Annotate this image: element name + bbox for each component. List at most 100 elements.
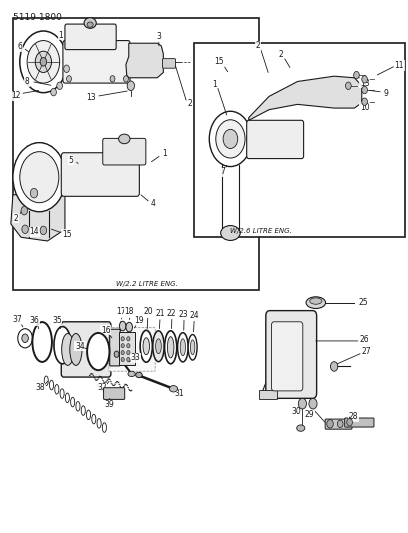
- Ellipse shape: [221, 225, 240, 240]
- FancyArrowPatch shape: [262, 375, 269, 393]
- Text: 5: 5: [68, 156, 73, 165]
- Circle shape: [67, 76, 71, 82]
- Ellipse shape: [87, 22, 93, 27]
- Bar: [194, 43, 405, 237]
- Text: 2: 2: [187, 99, 192, 108]
- Polygon shape: [249, 76, 362, 120]
- Text: 39: 39: [105, 400, 115, 409]
- Text: 37: 37: [13, 315, 23, 324]
- Text: 8: 8: [25, 77, 29, 86]
- Ellipse shape: [177, 333, 188, 362]
- Circle shape: [346, 82, 351, 90]
- FancyBboxPatch shape: [325, 419, 352, 429]
- Text: 20: 20: [143, 307, 153, 316]
- Circle shape: [121, 344, 124, 348]
- Text: 21: 21: [155, 309, 165, 318]
- Ellipse shape: [164, 331, 177, 364]
- Text: 27: 27: [361, 347, 370, 356]
- Text: 10: 10: [360, 103, 369, 112]
- Text: 6: 6: [18, 42, 23, 51]
- Ellipse shape: [169, 385, 177, 392]
- Text: W/2.2 LITRE ENG.: W/2.2 LITRE ENG.: [116, 281, 178, 287]
- FancyBboxPatch shape: [61, 153, 140, 196]
- Text: 15: 15: [62, 230, 71, 239]
- Ellipse shape: [306, 297, 326, 309]
- FancyBboxPatch shape: [104, 387, 125, 399]
- FancyBboxPatch shape: [247, 120, 304, 159]
- Circle shape: [309, 398, 317, 409]
- Text: 1: 1: [162, 149, 166, 158]
- Text: 5119 1800: 5119 1800: [13, 13, 62, 22]
- Text: 13: 13: [86, 93, 96, 102]
- Ellipse shape: [84, 18, 96, 28]
- FancyBboxPatch shape: [110, 329, 120, 366]
- Text: 25: 25: [359, 298, 368, 307]
- Circle shape: [362, 76, 368, 83]
- Text: W/2.6 LITRE ENG.: W/2.6 LITRE ENG.: [230, 228, 292, 233]
- Polygon shape: [259, 390, 277, 399]
- Circle shape: [354, 71, 359, 79]
- Circle shape: [330, 362, 338, 371]
- FancyBboxPatch shape: [63, 41, 130, 83]
- Ellipse shape: [143, 338, 149, 355]
- Circle shape: [22, 334, 28, 343]
- Text: 2: 2: [14, 214, 18, 223]
- Circle shape: [51, 88, 56, 96]
- Text: 17: 17: [116, 307, 125, 316]
- Text: 7: 7: [220, 167, 225, 176]
- Circle shape: [124, 76, 129, 82]
- Ellipse shape: [140, 330, 152, 362]
- Circle shape: [216, 120, 245, 158]
- Circle shape: [362, 98, 368, 106]
- Ellipse shape: [297, 425, 305, 431]
- Text: 19: 19: [134, 316, 144, 325]
- Ellipse shape: [310, 298, 322, 304]
- FancyBboxPatch shape: [266, 311, 317, 398]
- Circle shape: [121, 351, 124, 355]
- Circle shape: [22, 225, 28, 233]
- Text: 29: 29: [305, 410, 315, 419]
- Ellipse shape: [180, 339, 186, 356]
- Circle shape: [64, 65, 69, 72]
- Circle shape: [121, 337, 124, 341]
- Polygon shape: [11, 195, 65, 241]
- Circle shape: [327, 419, 333, 428]
- Text: 33: 33: [131, 353, 141, 362]
- Text: 11: 11: [395, 61, 404, 70]
- FancyBboxPatch shape: [109, 328, 155, 371]
- Text: 23: 23: [179, 310, 188, 319]
- FancyBboxPatch shape: [103, 139, 146, 165]
- Text: 28: 28: [349, 412, 358, 421]
- Ellipse shape: [191, 340, 195, 355]
- Circle shape: [20, 31, 67, 93]
- Circle shape: [35, 51, 51, 72]
- Circle shape: [110, 76, 115, 82]
- Text: 16: 16: [101, 326, 111, 335]
- Text: 13: 13: [360, 78, 369, 87]
- Circle shape: [127, 81, 135, 91]
- Circle shape: [127, 344, 130, 348]
- Circle shape: [127, 337, 130, 341]
- Text: 2: 2: [255, 42, 260, 51]
- Text: 6: 6: [222, 146, 227, 155]
- Text: 35: 35: [52, 316, 62, 325]
- Text: 32: 32: [98, 383, 107, 392]
- Polygon shape: [126, 43, 163, 78]
- Ellipse shape: [155, 339, 161, 354]
- Circle shape: [209, 111, 252, 166]
- FancyBboxPatch shape: [271, 322, 303, 391]
- Circle shape: [362, 86, 368, 94]
- Text: 26: 26: [360, 335, 369, 344]
- Text: 3: 3: [156, 33, 161, 42]
- Text: 30: 30: [292, 407, 302, 416]
- Ellipse shape: [153, 331, 164, 362]
- Circle shape: [223, 130, 238, 149]
- Ellipse shape: [188, 335, 197, 360]
- Text: 4: 4: [151, 199, 155, 208]
- Ellipse shape: [126, 322, 133, 332]
- Circle shape: [40, 58, 47, 66]
- Text: 14: 14: [29, 228, 39, 237]
- Circle shape: [27, 41, 60, 83]
- Ellipse shape: [62, 334, 74, 366]
- Ellipse shape: [87, 333, 109, 370]
